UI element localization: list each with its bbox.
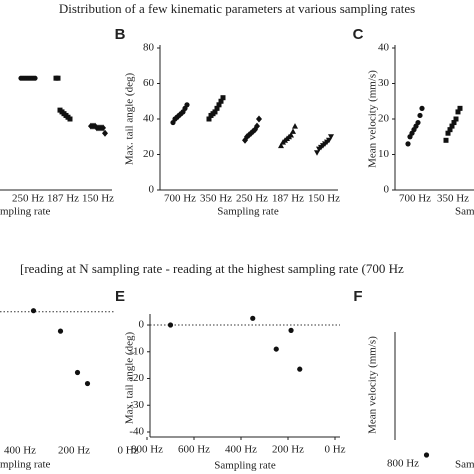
point [314, 150, 320, 156]
y-tick-label: 20 [378, 113, 390, 125]
point [220, 95, 226, 101]
y-tick-label: -30 [129, 399, 144, 411]
y-tick-label: 0 [139, 319, 145, 331]
point [290, 128, 296, 134]
x-tick-label: 250 Hz [12, 193, 44, 205]
y-tick-label: 20 [143, 148, 155, 160]
y-axis-label: Mean velocity (mm/s) [367, 70, 379, 168]
point [214, 105, 220, 111]
point [100, 124, 106, 132]
x-tick-label: 400 Hz [4, 445, 36, 457]
point [74, 369, 81, 376]
x-tick-label: 250 Hz [236, 193, 268, 205]
point [292, 123, 298, 129]
point [57, 328, 64, 334]
y-tick-label: 10 [378, 148, 390, 160]
point [405, 141, 411, 147]
y-tick-label: 30 [378, 77, 390, 89]
y-axis-label: Max. tail angle (deg) [124, 332, 136, 425]
point [212, 109, 218, 115]
x-tick-label: 800 Hz [131, 444, 163, 456]
x-tick-label: 400 Hz [225, 444, 257, 456]
y-tick-label: 0 [384, 184, 390, 196]
x-tick-label: 150 Hz [308, 193, 340, 205]
point [328, 134, 334, 140]
x-tick-label: 0 Hz [117, 445, 138, 457]
point [455, 109, 461, 115]
y-tick-label: -20 [129, 372, 144, 384]
point [278, 142, 284, 149]
x-tick-label: 187 Hz [272, 193, 304, 205]
x-axis-label: Sampling rate [217, 206, 279, 218]
point [256, 115, 262, 123]
panel-letter: F [353, 288, 362, 305]
y-tick-label: 60 [143, 77, 155, 89]
point [453, 116, 459, 122]
point [326, 137, 332, 144]
y-tick-label: -40 [129, 426, 144, 438]
point [445, 130, 451, 136]
point [32, 75, 38, 81]
x-axis-label: Sampling rate [214, 460, 276, 472]
point [216, 102, 222, 108]
y-axis-label: Max. tail angle (deg) [124, 73, 136, 166]
panel-letter: E [115, 288, 125, 305]
x-axis-label: Sam [455, 206, 474, 218]
x-tick-label: 187 Hz [47, 193, 79, 205]
y-tick-label: 40 [143, 113, 155, 125]
figure-subtitle: [reading at N sampling rate - reading at… [20, 261, 404, 276]
point [288, 327, 294, 333]
y-tick-label: 0 [149, 184, 155, 196]
point [288, 131, 294, 138]
x-axis-label: mpling rate [0, 459, 51, 471]
x-axis-label: Sam [455, 459, 474, 471]
x-tick-label: 200 Hz [272, 444, 304, 456]
x-tick-label: 700 Hz [399, 193, 431, 205]
point [102, 129, 108, 137]
point [30, 308, 37, 314]
point [451, 120, 457, 126]
point [92, 122, 98, 130]
panel-letter: B [115, 26, 126, 43]
x-tick-label: 350 Hz [437, 193, 469, 205]
y-tick-label: -10 [129, 345, 144, 357]
point [184, 102, 190, 108]
x-tick-label: 150 Hz [82, 193, 114, 205]
point [457, 105, 463, 111]
y-tick-label: 40 [378, 42, 390, 54]
point [254, 122, 260, 130]
x-tick-label: 350 Hz [200, 193, 232, 205]
point [449, 123, 455, 129]
x-tick-label: 200 Hz [58, 445, 90, 457]
point [218, 98, 224, 104]
point [273, 346, 279, 352]
point [415, 119, 421, 126]
x-tick-label: 700 Hz [164, 193, 196, 205]
point [206, 116, 212, 122]
y-tick-label: 80 [143, 42, 155, 54]
y-axis-label: Mean velocity (mm/s) [367, 336, 379, 434]
point [447, 127, 453, 133]
point [419, 105, 425, 111]
point [84, 380, 91, 387]
point [417, 112, 423, 119]
point [423, 452, 430, 458]
point [250, 315, 256, 321]
x-tick-label: 0 Hz [324, 444, 345, 456]
panel-letter: C [353, 26, 364, 43]
x-axis-label: mpling rate [0, 206, 51, 218]
point [67, 116, 73, 122]
point [297, 366, 303, 372]
figure-title: Distribution of a few kinematic paramete… [59, 1, 415, 16]
x-tick-label: 600 Hz [178, 444, 210, 456]
x-tick-label: 800 Hz [387, 458, 419, 470]
point [167, 322, 174, 328]
point [443, 137, 449, 143]
point [55, 75, 61, 81]
